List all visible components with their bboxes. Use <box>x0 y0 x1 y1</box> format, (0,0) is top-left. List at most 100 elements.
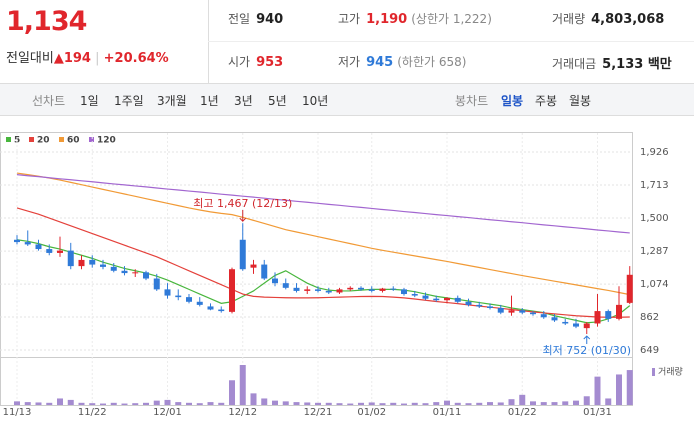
stat: 거래대금 5,133 백만 <box>552 53 672 72</box>
volume-bar <box>336 403 343 405</box>
stat-value: 4,803,068 <box>591 12 665 27</box>
volume-bar <box>325 402 332 405</box>
candle-period[interactable]: 일봉 <box>501 94 524 108</box>
legend-label: 5 <box>14 136 20 146</box>
y-tick-label: 649 <box>640 345 659 356</box>
volume-bar <box>616 374 622 405</box>
stat-value: 940 <box>256 12 284 27</box>
volume-bar <box>411 402 418 405</box>
volume-bar <box>24 402 31 405</box>
volume-bar <box>132 403 139 405</box>
candle-body <box>57 250 63 253</box>
candle-body <box>143 272 149 279</box>
candle-period[interactable]: 주봉 <box>535 94 558 108</box>
legend-swatch <box>6 137 11 142</box>
volume-bar <box>218 402 225 405</box>
volume-bar <box>444 400 450 405</box>
candle-body <box>175 295 182 298</box>
volume-bar <box>46 402 53 405</box>
volume-bar <box>401 403 407 405</box>
candle-body <box>422 295 429 299</box>
period[interactable]: 3년 <box>234 94 253 108</box>
candle-body <box>35 244 42 250</box>
candle-body <box>100 264 106 267</box>
candle-body <box>411 294 418 296</box>
high-arrow <box>239 210 247 222</box>
volume-bar <box>368 402 375 405</box>
low-arrow <box>583 335 591 344</box>
candle-body <box>46 249 53 253</box>
stat-label: 전일 <box>228 12 251 26</box>
candle-body <box>207 306 214 310</box>
candle-body <box>626 274 633 303</box>
stat: 거래량 4,803,068 <box>552 10 664 27</box>
volume-bar <box>508 399 515 405</box>
candle-body <box>368 289 375 291</box>
candle-body <box>293 287 300 291</box>
candle-body <box>261 264 268 279</box>
candle-body <box>540 314 547 318</box>
change-label: 전일대비 <box>6 51 54 66</box>
volume-bar <box>164 399 171 405</box>
period[interactable]: 1년 <box>200 94 219 108</box>
candle-body <box>282 283 289 288</box>
ma-line <box>16 207 630 318</box>
x-tick-label: 12/01 <box>153 407 182 418</box>
candle-body <box>616 304 622 319</box>
volume-bar <box>487 402 493 405</box>
volume-bar <box>153 400 160 405</box>
stat-value: 953 <box>256 55 284 70</box>
candle-body <box>153 278 160 290</box>
period[interactable]: 10년 <box>302 94 329 108</box>
stat-label: 거래량 <box>552 12 586 26</box>
candle-body <box>465 301 472 305</box>
candle-body <box>476 304 483 307</box>
period[interactable]: 5년 <box>268 94 287 108</box>
period[interactable]: 1주일 <box>114 94 144 108</box>
candle-body <box>110 266 117 271</box>
volume-bar <box>551 402 558 405</box>
volume-bar <box>583 396 590 405</box>
volume-bar <box>229 380 235 405</box>
candle-body <box>358 287 364 290</box>
x-tick-label: 12/12 <box>228 407 257 418</box>
volume-label: 거래량 <box>658 366 683 378</box>
stat: 저가 945 (하한가 658) <box>338 53 466 70</box>
volume-bar <box>594 376 601 405</box>
volume-bar <box>315 402 321 405</box>
chart-type[interactable]: 봉차트 <box>455 94 489 108</box>
candle-body <box>519 310 526 313</box>
period[interactable]: 1일 <box>80 94 99 108</box>
volume-bar <box>89 403 96 405</box>
volume-bar <box>540 402 547 405</box>
volume-bar <box>422 403 429 405</box>
y-tick-label: 1,287 <box>640 246 669 257</box>
x-tick-label: 01/11 <box>433 407 462 418</box>
candle-body <box>390 288 397 290</box>
volume-bar <box>347 403 354 405</box>
legend-swatch <box>59 137 64 142</box>
volume-bar <box>250 393 257 405</box>
stat: 시가 953 <box>228 53 283 70</box>
stat-note: (하한가 658) <box>397 55 467 69</box>
candle-body <box>508 310 515 313</box>
chart-type[interactable]: 선차트 <box>32 94 66 108</box>
volume-bar <box>465 403 472 405</box>
candle-body <box>304 289 311 291</box>
volume-bar <box>626 370 633 405</box>
stat-label: 거래대금 <box>552 57 597 71</box>
x-tick-label: 01/02 <box>357 407 386 418</box>
volume-bar <box>261 398 268 405</box>
candle-body <box>67 250 74 267</box>
volume-bar <box>454 402 461 405</box>
candle-period[interactable]: 월봉 <box>569 94 592 108</box>
candle-body <box>401 289 407 295</box>
volume-bar <box>497 402 504 405</box>
stat: 전일 940 <box>228 10 283 27</box>
candle-body <box>562 321 569 324</box>
period[interactable]: 3개월 <box>157 94 187 108</box>
stat-label: 저가 <box>338 55 361 69</box>
volume-bar <box>476 402 483 405</box>
